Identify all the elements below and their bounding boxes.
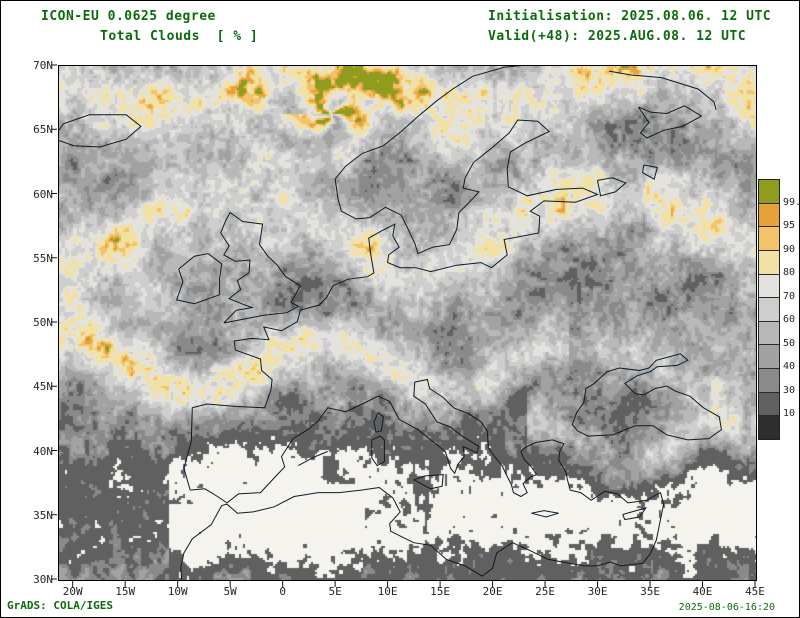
model-title: ICON-EU 0.0625 degree: [41, 9, 216, 24]
colorbar-label: 99.5: [783, 196, 799, 208]
lon-tick-label: 20E: [482, 585, 503, 598]
colorbar-segment: [759, 298, 779, 322]
lon-tick-label: 0: [279, 585, 286, 598]
coastline: [637, 105, 703, 139]
colorbar-segment: [759, 227, 779, 251]
colorbar-label: 90: [783, 243, 796, 255]
colorbar-segment: [759, 392, 779, 417]
lat-tick-label: 40N: [33, 444, 53, 458]
colorbar-segment: [759, 250, 779, 275]
coastline: [531, 510, 559, 518]
field-title: Total Clouds [ % ]: [100, 29, 259, 44]
coastline: [371, 435, 385, 467]
colorbar-segment: [759, 345, 779, 370]
coastline: [571, 353, 722, 441]
valid-time: Valid(+48): 2025.AUG.08. 12 UTC: [488, 29, 747, 44]
colorbar-segment: [759, 321, 779, 346]
lon-tick-label: 15E: [430, 585, 451, 598]
colorbar-label: 10: [783, 408, 796, 420]
lat-tick-label: 30N: [33, 573, 53, 586]
colorbar-segment: [759, 180, 779, 204]
lat-tick-label: 65N: [33, 123, 53, 137]
colorbar-label: 60: [783, 314, 796, 326]
lat-tick-label: 60N: [33, 187, 53, 201]
coastline: [373, 412, 384, 433]
initialisation-time: Initialisation: 2025.08.06. 12 UTC: [488, 9, 772, 24]
coastline: [180, 378, 665, 580]
colorbar-segment: [759, 274, 779, 299]
coastline: [59, 114, 142, 148]
lon-tick-label: 35E: [640, 585, 660, 598]
colorbar-segment: [759, 416, 779, 440]
coastline: [298, 451, 328, 467]
lat-tick-label: 55N: [33, 251, 53, 265]
lat-tick-label: 50N: [33, 316, 53, 329]
colorbar-label: 80: [783, 267, 796, 279]
colorbar-label: 50: [783, 337, 796, 349]
lon-tick-label: 40E: [692, 585, 713, 598]
colorbar-label: 30: [783, 384, 796, 396]
map-frame: [58, 65, 757, 581]
coastline: [413, 474, 444, 490]
lon-tick-label: 30E: [587, 585, 608, 598]
colorbar-label: 40: [783, 361, 796, 373]
coastline: [622, 507, 648, 521]
colorbar-label: 70: [783, 290, 796, 302]
colorbar-label: 95: [783, 220, 796, 232]
lon-tick-label: 10W: [167, 585, 188, 598]
lon-tick-label: 5W: [223, 585, 237, 598]
colorbar-segment: [759, 203, 779, 228]
lon-tick-label: 10E: [377, 585, 398, 598]
cloud-cover-field: [59, 66, 756, 580]
coastline: [175, 253, 223, 305]
lon-tick-label: 5E: [328, 585, 342, 598]
colorbar-segment: [759, 369, 779, 393]
coastlines-overlay: [59, 66, 722, 580]
lon-tick-label: 25E: [535, 585, 555, 598]
lat-tick-label: 70N: [33, 59, 53, 72]
grads-credit: GrADS: COLA/IGES: [7, 599, 113, 612]
lon-tick-label: 15W: [115, 585, 136, 598]
lat-tick-label: 35N: [33, 508, 53, 522]
lon-tick-label: 20W: [62, 585, 83, 598]
coastline: [608, 70, 717, 110]
creation-timestamp: 2025-08-06-16:20: [678, 602, 775, 613]
coastline: [597, 177, 627, 197]
lat-tick-label: 45N: [33, 380, 53, 394]
coastline: [220, 211, 302, 324]
coastline: [642, 164, 658, 180]
coastline: [183, 66, 599, 491]
lon-tick-label: 45E: [745, 585, 765, 598]
colorbar: [758, 179, 780, 440]
